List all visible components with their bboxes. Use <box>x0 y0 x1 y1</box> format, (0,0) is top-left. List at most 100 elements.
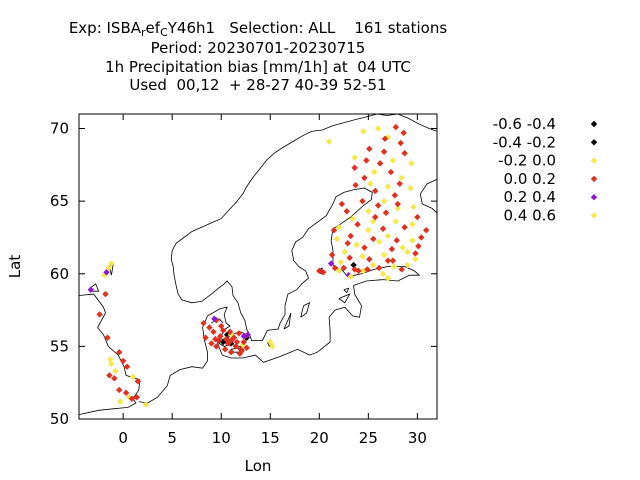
station-point <box>359 197 366 205</box>
station-point <box>104 334 111 341</box>
x-tick-label: 10 <box>212 429 231 447</box>
station-point <box>374 202 382 209</box>
y-tick-label: 70 <box>50 120 69 138</box>
legend-marker <box>590 157 598 164</box>
station-point <box>224 340 232 347</box>
station-point <box>221 346 229 353</box>
station-point <box>363 157 370 164</box>
legend-marker <box>590 194 598 201</box>
station-point <box>330 226 338 234</box>
station-point <box>347 273 354 280</box>
station-point <box>401 224 408 231</box>
station-point <box>390 263 398 270</box>
station-point <box>222 335 230 343</box>
station-point <box>359 253 366 260</box>
station-point <box>133 394 141 401</box>
station-point <box>87 286 94 293</box>
station-point <box>371 168 378 176</box>
station-point <box>243 344 250 352</box>
station-point <box>384 257 392 264</box>
station-point <box>399 244 406 251</box>
station-point <box>380 148 388 155</box>
station-point <box>396 180 403 187</box>
station-point <box>365 226 372 234</box>
station-point <box>423 226 430 234</box>
station-point <box>384 232 392 240</box>
station-point <box>354 221 361 228</box>
station-point <box>409 237 416 244</box>
station-point <box>381 135 389 142</box>
station-point <box>111 375 118 382</box>
station-point <box>212 335 219 343</box>
station-point <box>392 218 400 225</box>
station-point <box>107 356 114 363</box>
station-point <box>108 260 115 267</box>
station-point <box>337 258 345 266</box>
station-point <box>351 164 358 171</box>
chart-period-line: Period: 20230701-20230715 <box>150 39 366 57</box>
station-point <box>102 290 109 298</box>
station-point <box>116 348 123 356</box>
station-point <box>408 160 415 167</box>
station-point <box>365 208 372 215</box>
station-point <box>341 248 349 256</box>
station-point <box>226 328 234 336</box>
station-point <box>269 343 276 350</box>
chart-used-line: Used 00,12 + 28-27 40-39 52-51 <box>129 76 387 94</box>
station-point <box>240 333 247 340</box>
station-point <box>410 203 417 211</box>
station-point <box>367 180 374 187</box>
station-point <box>364 266 371 273</box>
station-point <box>388 245 396 253</box>
coastline-0 <box>78 293 141 415</box>
station-point <box>350 261 357 269</box>
station-points <box>87 123 430 408</box>
station-point <box>384 183 392 190</box>
station-point <box>238 347 246 354</box>
chart-variable-line: 1h Precipitation bias [mm/1h] at 04 UTC <box>105 58 411 76</box>
station-point <box>394 200 401 208</box>
legend-marker <box>590 175 598 183</box>
station-point <box>360 128 367 135</box>
y-tick-label: 60 <box>50 265 69 283</box>
station-point <box>335 267 343 275</box>
station-point <box>376 160 384 167</box>
station-point <box>379 270 387 277</box>
station-point <box>240 338 247 346</box>
chart-title-line-1: Exp: ISBArefCY46h1 Selection: ALL 161 st… <box>68 19 448 39</box>
station-point <box>366 145 373 153</box>
station-point <box>346 254 353 261</box>
y-tick-label: 55 <box>50 337 69 355</box>
station-point <box>103 269 110 276</box>
x-tick-label: 15 <box>261 429 280 447</box>
station-point <box>202 334 209 341</box>
station-point <box>398 266 405 273</box>
station-point <box>325 138 333 145</box>
coastline-3 <box>138 113 438 404</box>
x-tick-label: 5 <box>167 429 177 447</box>
station-point <box>415 242 422 250</box>
station-point <box>206 324 213 331</box>
station-point <box>375 238 383 246</box>
legend-label: 0.4 0.6 <box>504 207 556 225</box>
station-point <box>380 197 388 205</box>
plot-frame <box>78 113 438 420</box>
legend-label: 0.2 0.4 <box>504 188 556 206</box>
station-point <box>328 251 336 259</box>
station-point <box>392 123 400 131</box>
station-point <box>404 248 411 256</box>
station-point <box>200 319 207 327</box>
x-tick-label: 20 <box>310 429 329 447</box>
station-point <box>374 125 382 132</box>
station-point <box>333 235 341 243</box>
station-point <box>227 348 235 356</box>
station-point <box>412 250 419 257</box>
station-point <box>372 187 379 195</box>
station-point <box>401 150 408 157</box>
station-point <box>219 327 227 334</box>
coastline-12 <box>338 293 351 304</box>
station-point <box>366 256 373 263</box>
coastline-layer <box>78 113 438 415</box>
station-point <box>218 322 225 330</box>
